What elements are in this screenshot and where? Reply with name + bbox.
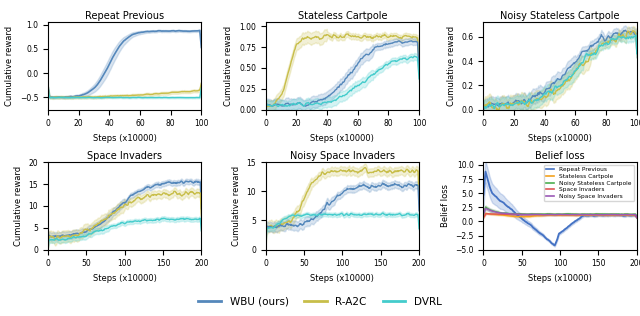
Title: Belief loss: Belief loss: [535, 151, 585, 161]
Title: Noisy Space Invaders: Noisy Space Invaders: [290, 151, 395, 161]
X-axis label: Steps (x10000): Steps (x10000): [93, 274, 157, 283]
Legend: WBU (ours), R-A2C, DVRL: WBU (ours), R-A2C, DVRL: [194, 293, 446, 311]
Y-axis label: Cumulative reward: Cumulative reward: [232, 166, 241, 246]
Y-axis label: Cumulative reward: Cumulative reward: [5, 26, 14, 106]
Title: Noisy Stateless Cartpole: Noisy Stateless Cartpole: [500, 11, 620, 21]
Y-axis label: Cumulative reward: Cumulative reward: [447, 26, 456, 106]
Y-axis label: Cumulative reward: Cumulative reward: [14, 166, 23, 246]
X-axis label: Steps (x10000): Steps (x10000): [93, 134, 157, 143]
Title: Repeat Previous: Repeat Previous: [85, 11, 164, 21]
X-axis label: Steps (x10000): Steps (x10000): [528, 274, 592, 283]
Title: Stateless Cartpole: Stateless Cartpole: [298, 11, 387, 21]
X-axis label: Steps (x10000): Steps (x10000): [310, 134, 374, 143]
X-axis label: Steps (x10000): Steps (x10000): [310, 274, 374, 283]
Y-axis label: Belief loss: Belief loss: [441, 185, 450, 228]
Legend: Repeat Previous, Stateless Cartpole, Noisy Stateless Cartpole, Space Invaders, N: Repeat Previous, Stateless Cartpole, Noi…: [544, 165, 634, 201]
Title: Space Invaders: Space Invaders: [87, 151, 162, 161]
Y-axis label: Cumulative reward: Cumulative reward: [225, 26, 234, 106]
X-axis label: Steps (x10000): Steps (x10000): [528, 134, 592, 143]
